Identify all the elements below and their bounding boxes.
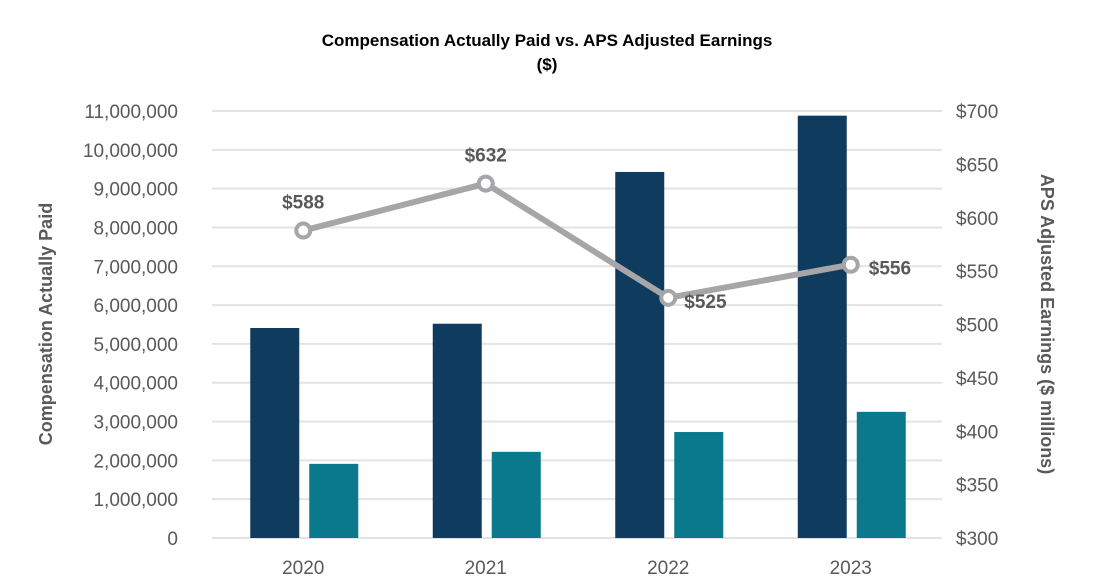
bar-dark bbox=[250, 327, 300, 538]
chart-subtitle: ($) bbox=[537, 55, 558, 74]
earnings-line bbox=[302, 180, 852, 301]
line-marker bbox=[841, 255, 860, 274]
bar-dark bbox=[432, 323, 482, 538]
y2-tick-label: $650 bbox=[956, 155, 998, 176]
x-tick-label: 2021 bbox=[465, 558, 507, 576]
y-tick-label: 1,000,000 bbox=[93, 490, 178, 511]
x-axis: 2020 2021 2022 2023 bbox=[282, 558, 872, 579]
y-tick-label: 6,000,000 bbox=[93, 296, 178, 317]
data-label: $632 bbox=[465, 146, 507, 167]
y-tick-label: 2,000,000 bbox=[93, 451, 178, 472]
y-tick-label: 4,000,000 bbox=[93, 374, 178, 395]
line-marker bbox=[659, 288, 678, 307]
bar-teal bbox=[491, 451, 541, 538]
y-tick-label: 0 bbox=[167, 529, 178, 550]
data-label: $556 bbox=[869, 259, 911, 280]
x-tick-label: 2023 bbox=[830, 558, 872, 576]
chart-title: Compensation Actually Paid vs. APS Adjus… bbox=[322, 31, 773, 50]
y2-tick-label: $350 bbox=[956, 476, 998, 497]
y2-tick-label: $450 bbox=[956, 369, 998, 390]
bar-teal bbox=[309, 463, 359, 538]
y2-tick-label: $700 bbox=[956, 102, 998, 123]
y-axis-right: $300 $350 $400 $450 $500 $550 $600 $650 $700 bbox=[956, 102, 998, 550]
y2-tick-label: $300 bbox=[956, 529, 998, 550]
bar-dark bbox=[797, 115, 847, 539]
y-axis-left: 0 1,000,000 2,000,000 3,000,000 4,000,000 5,0… bbox=[83, 102, 178, 550]
bar-teal bbox=[674, 432, 724, 538]
x-tick-label: 2022 bbox=[647, 558, 689, 576]
y-tick-label: 3,000,000 bbox=[93, 413, 178, 434]
y-tick-label: 11,000,000 bbox=[84, 102, 178, 123]
line-marker bbox=[476, 174, 495, 193]
y2-axis-label: APS Adjusted Earnings ($ millions) bbox=[1037, 174, 1057, 474]
data-label: $525 bbox=[684, 292, 727, 313]
y2-tick-label: $500 bbox=[956, 316, 998, 337]
y-tick-label: 9,000,000 bbox=[93, 180, 178, 201]
y2-tick-label: $600 bbox=[956, 209, 998, 230]
y-axis-label: Compensation Actually Paid bbox=[36, 203, 56, 445]
y-tick-label: 7,000,000 bbox=[93, 257, 178, 278]
x-tick-label: 2020 bbox=[282, 558, 324, 576]
y2-tick-label: $550 bbox=[956, 262, 998, 283]
data-label: $588 bbox=[282, 193, 324, 214]
y-tick-label: 5,000,000 bbox=[93, 335, 178, 356]
y-tick-label: 10,000,000 bbox=[83, 141, 178, 162]
bars bbox=[250, 115, 906, 539]
y-tick-label: 8,000,000 bbox=[93, 218, 178, 239]
bar-teal bbox=[856, 411, 906, 538]
bar-dark bbox=[615, 171, 665, 538]
line-marker bbox=[294, 221, 313, 240]
y2-tick-label: $400 bbox=[956, 422, 998, 443]
earnings-line-series: $588 $632 $525 $556 bbox=[282, 146, 911, 313]
